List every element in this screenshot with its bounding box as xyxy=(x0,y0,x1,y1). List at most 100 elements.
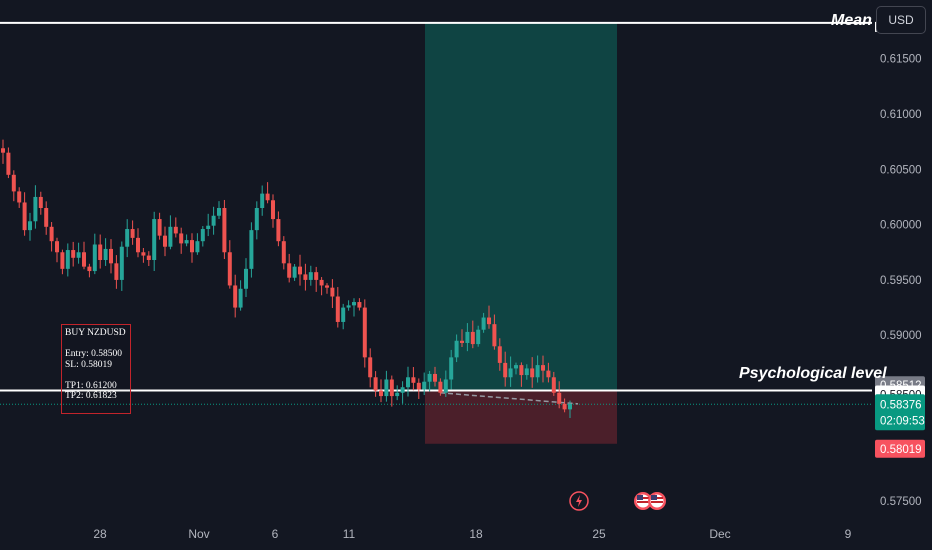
candle-body xyxy=(400,387,405,393)
trade-stop-loss: SL: 0.58019 xyxy=(65,359,112,370)
level-lines xyxy=(0,21,872,405)
candle-body xyxy=(373,377,378,391)
price-tick-label: 0.60500 xyxy=(880,164,922,176)
event-icons[interactable] xyxy=(569,491,666,511)
lightning-icon[interactable] xyxy=(569,491,589,511)
candle-body xyxy=(438,381,443,393)
candle-body xyxy=(562,403,567,410)
candle-body xyxy=(125,229,130,247)
candle-body xyxy=(222,208,227,253)
time-tick-label: 6 xyxy=(272,527,279,541)
candle-body xyxy=(454,340,459,358)
time-tick-label: 28 xyxy=(93,527,107,541)
candle-body xyxy=(352,302,356,306)
candle-body xyxy=(281,241,286,264)
candle-body xyxy=(524,368,529,376)
time-tick-label: Dec xyxy=(709,527,730,541)
candle-body xyxy=(395,392,400,397)
candle-body xyxy=(422,381,427,390)
candle-body xyxy=(206,225,211,230)
candle-body xyxy=(6,152,11,175)
mean-label: Mean xyxy=(831,12,872,29)
candle-body xyxy=(168,226,173,247)
lightning-bolt xyxy=(576,495,582,507)
price-tick-label: 0.59000 xyxy=(880,330,922,342)
candle-body xyxy=(152,219,157,260)
trade-title: BUY NZDUSD xyxy=(65,328,126,338)
flag-canton xyxy=(637,495,643,500)
candle-body xyxy=(535,365,540,378)
candle-body xyxy=(33,196,38,222)
candle-body xyxy=(60,252,65,269)
candle-body xyxy=(254,208,259,231)
candle-body xyxy=(249,230,254,269)
candle-body xyxy=(276,219,281,242)
candle-body xyxy=(1,148,5,153)
candle-body xyxy=(303,274,308,280)
candle-body xyxy=(271,200,275,220)
candle-body xyxy=(227,252,232,286)
price-tick-label: 0.59500 xyxy=(880,275,922,287)
candle-body xyxy=(292,266,297,278)
candle-body xyxy=(109,248,113,264)
candle-body xyxy=(443,379,448,393)
candle-body xyxy=(389,379,394,397)
candle-body xyxy=(76,252,81,258)
candle-body xyxy=(44,208,49,227)
marker-stop-loss-label: 0.58019 xyxy=(880,444,922,456)
us-flag-icon[interactable] xyxy=(634,492,652,510)
candle-body xyxy=(465,331,470,343)
trade-spacer xyxy=(65,370,130,381)
time-tick-label: 9 xyxy=(845,527,852,541)
flag-stripe xyxy=(651,501,663,503)
candle-body xyxy=(514,365,518,369)
price-tick-label: 0.57500 xyxy=(880,496,922,508)
candle-body xyxy=(384,379,389,397)
candle-body xyxy=(55,241,59,253)
candle-body xyxy=(11,174,16,192)
candle-body xyxy=(98,244,103,260)
candles xyxy=(1,139,572,418)
candle-body xyxy=(17,191,22,203)
candle-body xyxy=(433,373,437,382)
candle-body xyxy=(449,357,454,380)
us-flag-icon[interactable] xyxy=(648,492,666,510)
candle-body xyxy=(287,263,292,278)
trade-entry: Entry: 0.58500 xyxy=(65,349,122,359)
candle-body xyxy=(508,368,513,378)
candle-body xyxy=(568,403,572,410)
candle-body xyxy=(265,193,270,201)
candle-body xyxy=(298,266,302,275)
candle-body xyxy=(492,324,497,347)
candle-body xyxy=(146,255,151,260)
candle-body xyxy=(551,377,556,393)
candle-body xyxy=(71,250,76,258)
candle-body xyxy=(184,240,189,244)
psychological-level-label: Psychological level xyxy=(739,365,887,382)
candle-body xyxy=(103,248,108,260)
candle-body xyxy=(308,272,313,280)
candle-body xyxy=(211,215,216,226)
candle-body xyxy=(460,340,464,343)
candle-body xyxy=(346,305,351,308)
candle-body xyxy=(362,307,367,358)
candle-body xyxy=(379,390,383,397)
candle-body xyxy=(519,365,524,376)
currency-button[interactable]: USD xyxy=(876,6,926,34)
candle-body xyxy=(260,193,265,208)
candle-body xyxy=(319,279,324,286)
candle-body xyxy=(238,288,243,308)
marker-last-price xyxy=(875,394,925,431)
time-tick-label: 18 xyxy=(469,527,483,541)
candle-body xyxy=(119,246,124,280)
candle-body xyxy=(141,252,146,256)
time-tick-label: 25 xyxy=(592,527,606,541)
candle-body xyxy=(157,219,162,236)
candle-body xyxy=(244,268,248,289)
candle-body xyxy=(65,250,70,269)
candle-body xyxy=(487,317,491,325)
candle-body xyxy=(481,317,486,330)
